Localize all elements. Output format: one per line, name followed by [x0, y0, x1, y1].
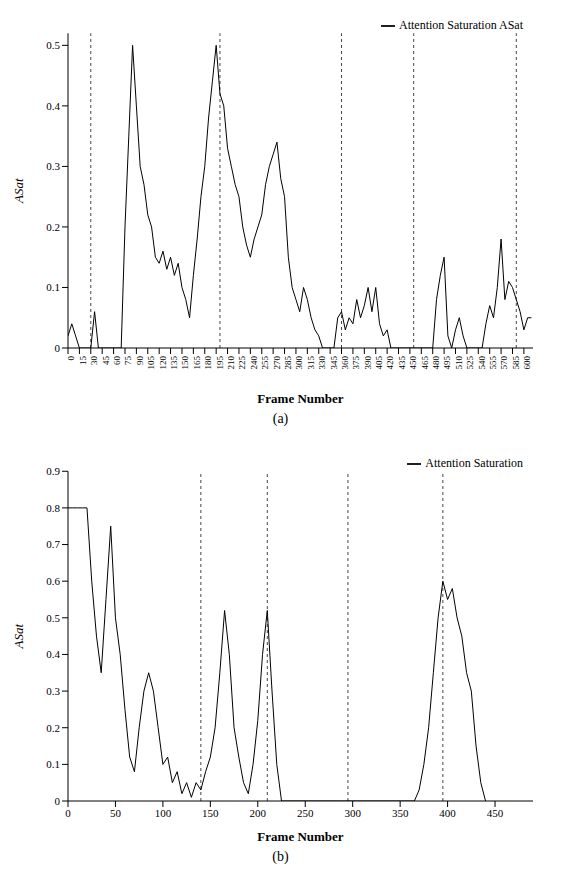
svg-text:525: 525: [465, 356, 475, 370]
svg-text:585: 585: [511, 356, 521, 370]
svg-text:0: 0: [65, 807, 71, 819]
svg-text:0: 0: [55, 795, 61, 807]
svg-text:0.9: 0.9: [46, 465, 60, 477]
svg-text:225: 225: [237, 356, 247, 370]
svg-text:180: 180: [203, 356, 213, 370]
svg-text:240: 240: [249, 356, 259, 370]
svg-text:600: 600: [522, 356, 532, 370]
svg-text:250: 250: [297, 807, 314, 819]
svg-text:210: 210: [226, 356, 236, 370]
svg-text:480: 480: [431, 356, 441, 370]
html-text:(b): (b): [272, 849, 289, 864]
svg-text:330: 330: [317, 356, 327, 370]
svg-text:0.1: 0.1: [46, 281, 60, 293]
html-text:Attention Saturation ASat: Attention Saturation ASat: [399, 18, 523, 32]
svg-text:0.4: 0.4: [46, 648, 60, 660]
svg-text:0.1: 0.1: [46, 758, 60, 770]
svg-text:315: 315: [306, 356, 316, 370]
svg-text:0: 0: [55, 342, 61, 354]
svg-text:60: 60: [112, 356, 122, 366]
svg-text:300: 300: [344, 807, 361, 819]
svg-text:0.3: 0.3: [46, 160, 60, 172]
svg-text:495: 495: [442, 356, 452, 370]
svg-text:0.5: 0.5: [46, 39, 60, 51]
svg-text:285: 285: [283, 356, 293, 370]
svg-text:30: 30: [89, 356, 99, 366]
svg-text:150: 150: [202, 807, 219, 819]
svg-text:ASat: ASat: [11, 178, 26, 204]
svg-text:375: 375: [351, 356, 361, 370]
svg-text:540: 540: [477, 356, 487, 370]
svg-text:0.8: 0.8: [46, 502, 60, 514]
svg-text:150: 150: [180, 356, 190, 370]
svg-text:45: 45: [101, 356, 111, 366]
svg-text:255: 255: [260, 356, 270, 370]
svg-text:15: 15: [78, 356, 88, 366]
svg-text:135: 135: [169, 356, 179, 370]
svg-text:90: 90: [135, 356, 145, 366]
svg-text:Frame Number: Frame Number: [257, 829, 344, 844]
svg-text:555: 555: [488, 356, 498, 370]
html-text:Attention Saturation: Attention Saturation: [425, 456, 523, 470]
svg-text:0.3: 0.3: [46, 685, 60, 697]
svg-text:450: 450: [487, 807, 504, 819]
svg-text:0: 0: [66, 356, 76, 361]
svg-text:390: 390: [363, 356, 373, 370]
svg-text:270: 270: [272, 356, 282, 370]
svg-text:405: 405: [374, 356, 384, 370]
svg-text:360: 360: [340, 356, 350, 370]
svg-text:50: 50: [110, 807, 122, 819]
svg-text:570: 570: [499, 356, 509, 370]
svg-text:120: 120: [158, 356, 168, 370]
svg-text:0.2: 0.2: [46, 221, 60, 233]
svg-text:0.6: 0.6: [46, 575, 60, 587]
svg-text:420: 420: [386, 356, 396, 370]
svg-text:345: 345: [329, 356, 339, 370]
svg-text:0.5: 0.5: [46, 612, 60, 624]
svg-text:465: 465: [420, 356, 430, 370]
svg-text:510: 510: [454, 356, 464, 370]
svg-text:300: 300: [294, 356, 304, 370]
svg-text:165: 165: [192, 356, 202, 370]
svg-text:200: 200: [250, 807, 267, 819]
svg-text:ASat: ASat: [11, 623, 26, 649]
svg-text:0.4: 0.4: [46, 100, 60, 112]
svg-text:0.7: 0.7: [46, 538, 60, 550]
svg-text:195: 195: [215, 356, 225, 370]
svg-text:450: 450: [408, 356, 418, 370]
svg-text:105: 105: [146, 356, 156, 370]
svg-text:100: 100: [155, 807, 172, 819]
svg-text:350: 350: [392, 807, 409, 819]
svg-text:400: 400: [439, 807, 456, 819]
svg-text:Frame Number: Frame Number: [257, 391, 344, 406]
svg-text:0.2: 0.2: [46, 722, 60, 734]
svg-text:75: 75: [123, 356, 133, 366]
html-text:(a): (a): [272, 411, 289, 426]
svg-text:435: 435: [397, 356, 407, 370]
